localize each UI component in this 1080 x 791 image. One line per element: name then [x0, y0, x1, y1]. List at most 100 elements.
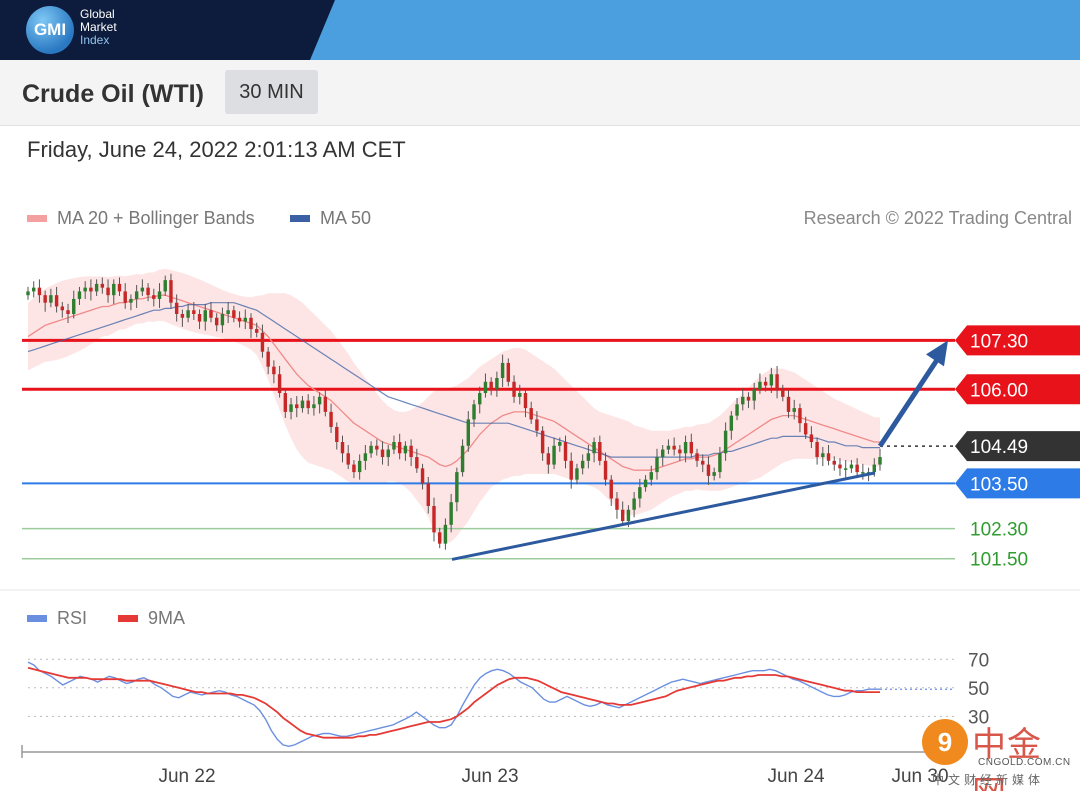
candle-body [123, 291, 127, 303]
legend-rsi: RSI [27, 608, 87, 629]
candle-body [232, 310, 236, 318]
candle-body [563, 442, 568, 461]
series-9ma [27, 666, 880, 739]
candle-body [660, 449, 665, 458]
candle-body [312, 404, 316, 409]
candle-body [357, 460, 362, 473]
legend-9ma-label: 9MA [148, 608, 186, 628]
level-tag [955, 468, 1080, 499]
candle-body [803, 423, 808, 435]
page-title: Crude Oil (WTI) [22, 80, 204, 108]
candle-body [174, 302, 179, 314]
candle-body [352, 464, 356, 473]
candle-body [375, 445, 379, 450]
candle-body [729, 415, 734, 431]
timestamp: Friday, June 24, 2022 2:01:13 AM CET [27, 137, 406, 162]
legend-ma20-label: MA 20 + Bollinger Bands [57, 208, 255, 228]
candle-body [300, 400, 305, 409]
candle-body [192, 310, 196, 314]
projection-arrow-head [926, 340, 948, 367]
candle-body [386, 449, 390, 458]
candle-body [197, 314, 202, 322]
candle-body [369, 445, 373, 454]
level-tag [955, 374, 1080, 405]
candle-body [872, 464, 876, 473]
candle-body [746, 396, 751, 401]
candle-body [781, 389, 785, 397]
candle-body [655, 457, 659, 473]
candle-body [489, 381, 493, 390]
candle-body [620, 509, 625, 522]
candle-body [735, 404, 739, 416]
logo-line-1: Global [80, 7, 115, 21]
candle-body [672, 445, 676, 450]
candle-body [609, 479, 613, 499]
candle-body [306, 400, 310, 409]
legend-9ma: 9MA [118, 608, 185, 629]
candle-body [592, 442, 596, 454]
candle-body [49, 295, 53, 303]
level-tag [955, 325, 1080, 356]
candle-body [340, 442, 345, 454]
candle-body [546, 453, 551, 465]
candle-body [32, 287, 36, 292]
candle-body [495, 378, 499, 390]
level-current-2: 104.49 [880, 431, 1080, 462]
candle-body [706, 464, 711, 476]
candle-body [826, 453, 831, 461]
candle-body [220, 314, 225, 326]
candle-body [632, 498, 636, 510]
candle-body [580, 460, 585, 469]
candle-body [363, 453, 368, 461]
gmi-logo-icon[interactable]: GMI [26, 6, 74, 54]
candle-body [769, 374, 774, 386]
candle-body [397, 442, 402, 454]
candle-body [214, 317, 219, 326]
candle-body [403, 445, 408, 454]
candle-body [437, 532, 442, 544]
candle-body [855, 464, 859, 473]
candle-body [689, 442, 694, 454]
logo-line-2: Market [80, 20, 117, 34]
candle-body [180, 314, 185, 318]
legend-ma50-label: MA 50 [320, 208, 372, 228]
candle-body [512, 381, 516, 397]
candle-body [432, 506, 436, 533]
level-target-5: 101.50 [22, 550, 1028, 571]
x-tick-label: Jun 24 [767, 766, 824, 787]
candle-body [832, 460, 836, 465]
candle-body [683, 442, 688, 454]
candle-body [472, 404, 476, 420]
series-rsi [27, 661, 880, 748]
legend-ma20: MA 20 + Bollinger Bands [27, 208, 255, 229]
candle-body [255, 329, 259, 333]
candle-body [843, 468, 848, 470]
candle-body [758, 381, 762, 390]
candle-body [209, 310, 213, 318]
timeframe-badge[interactable]: 30 MIN [225, 70, 318, 114]
candle-body [775, 374, 779, 390]
rsi-tick-label: 50 [968, 679, 989, 700]
candle-body [666, 445, 671, 450]
candle-body [163, 280, 167, 292]
logo-line-3: Index [80, 33, 110, 47]
candle-body [237, 317, 242, 322]
candle-body [615, 498, 619, 510]
candle-body [146, 287, 150, 296]
candle-body [83, 287, 87, 292]
candle-body [466, 419, 471, 446]
candle-body [43, 295, 47, 303]
bollinger-band [28, 268, 880, 544]
candle-body [849, 464, 854, 469]
candle-body [701, 460, 705, 465]
logo-wordmark: Global Market Index [80, 8, 117, 47]
candle-body [272, 366, 276, 375]
candle-body [289, 404, 293, 412]
title-bar [0, 60, 1080, 126]
candle-body [821, 453, 825, 458]
level-tag [955, 431, 1080, 462]
candle-body [603, 460, 608, 480]
candle-body [712, 472, 716, 476]
candle-body [169, 280, 173, 303]
